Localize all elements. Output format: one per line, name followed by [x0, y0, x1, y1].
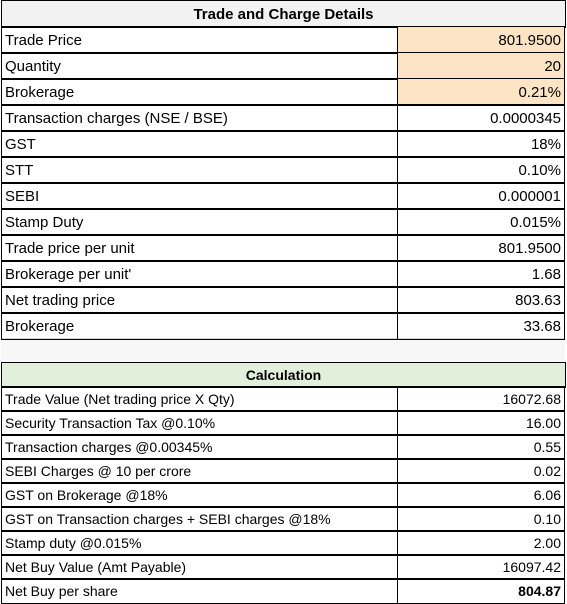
- table-row: Transaction charges (NSE / BSE) 0.0000345: [1, 104, 565, 132]
- row-label: Stamp duty @0.015%: [1, 530, 398, 556]
- row-label: GST on Brokerage @18%: [1, 482, 398, 508]
- row-value: 0.015%: [397, 208, 565, 236]
- row-value: 0.0000345: [397, 104, 565, 132]
- table-row: SEBI Charges @ 10 per crore 0.02: [1, 458, 565, 484]
- table-row: Security Transaction Tax @0.10% 16.00: [1, 410, 565, 436]
- row-label: GST: [1, 130, 398, 158]
- row-value: 2.00: [397, 530, 565, 556]
- row-label: Brokerage per unit': [1, 260, 398, 288]
- table-row: Net Buy Value (Amt Payable) 16097.42: [1, 554, 565, 580]
- row-label: Trade Price: [1, 26, 398, 54]
- table-row: Trade price per unit 801.9500: [1, 234, 565, 262]
- row-label: Transaction charges @0.00345%: [1, 434, 398, 460]
- row-label: SEBI Charges @ 10 per crore: [1, 458, 398, 484]
- table-row: STT 0.10%: [1, 156, 565, 184]
- row-value: 0.02: [397, 458, 565, 484]
- row-value: 0.55: [397, 434, 565, 460]
- row-value: 801.9500: [397, 234, 565, 262]
- row-value: 6.06: [397, 482, 565, 508]
- row-label: Transaction charges (NSE / BSE): [1, 104, 398, 132]
- row-value: 0.10: [397, 506, 565, 532]
- row-label: SEBI: [1, 182, 398, 210]
- row-value: 16072.68: [397, 386, 565, 412]
- row-label: Quantity: [1, 52, 398, 80]
- table-row: Stamp Duty 0.015%: [1, 208, 565, 236]
- table-row: Brokerage 33.68: [1, 312, 565, 340]
- row-label: GST on Transaction charges + SEBI charge…: [1, 506, 398, 532]
- table-row: SEBI 0.000001: [1, 182, 565, 210]
- table-row: Quantity 20: [1, 52, 565, 80]
- row-label: Net trading price: [1, 286, 398, 314]
- row-label: Trade Value (Net trading price X Qty): [1, 386, 398, 412]
- table-row: Net trading price 803.63: [1, 286, 565, 314]
- table-row: Brokerage 0.21%: [1, 78, 565, 106]
- row-label: Stamp Duty: [1, 208, 398, 236]
- table-row: GST on Transaction charges + SEBI charge…: [1, 506, 565, 532]
- row-value: 20: [397, 52, 565, 80]
- row-label: Brokerage: [1, 78, 398, 106]
- row-label: STT: [1, 156, 398, 184]
- row-value: 0.21%: [397, 78, 565, 106]
- row-value: 804.87: [397, 578, 565, 604]
- row-value: 16.00: [397, 410, 565, 436]
- row-value: 16097.42: [397, 554, 565, 580]
- table-row: GST on Brokerage @18% 6.06: [1, 482, 565, 508]
- table-row: Transaction charges @0.00345% 0.55: [1, 434, 565, 460]
- table-row: Trade Price 801.9500: [1, 26, 565, 54]
- row-value: 0.000001: [397, 182, 565, 210]
- row-label: Net Buy per share: [1, 578, 398, 604]
- row-value: 801.9500: [397, 26, 565, 54]
- table-title: Calculation: [1, 362, 566, 388]
- table-row: Net Buy per share 804.87: [1, 578, 565, 604]
- row-value: 803.63: [397, 286, 565, 314]
- table-header-row: Calculation: [1, 362, 566, 388]
- empty-row: [1, 338, 565, 362]
- row-value: 0.10%: [397, 156, 565, 184]
- row-label: Net Buy Value (Amt Payable): [1, 554, 398, 580]
- table-title: Trade and Charge Details: [1, 0, 566, 28]
- table-row: Stamp duty @0.015% 2.00: [1, 530, 565, 556]
- table-row: Brokerage per unit' 1.68: [1, 260, 565, 288]
- table-header-row: Trade and Charge Details: [1, 0, 566, 28]
- row-label: Trade price per unit: [1, 234, 398, 262]
- table-row: GST 18%: [1, 130, 565, 158]
- row-value: 18%: [397, 130, 565, 158]
- table-row: Trade Value (Net trading price X Qty) 160…: [1, 386, 565, 412]
- row-value: 1.68: [397, 260, 565, 288]
- row-label: Brokerage: [1, 312, 398, 340]
- row-value: 33.68: [397, 312, 565, 340]
- row-label: Security Transaction Tax @0.10%: [1, 410, 398, 436]
